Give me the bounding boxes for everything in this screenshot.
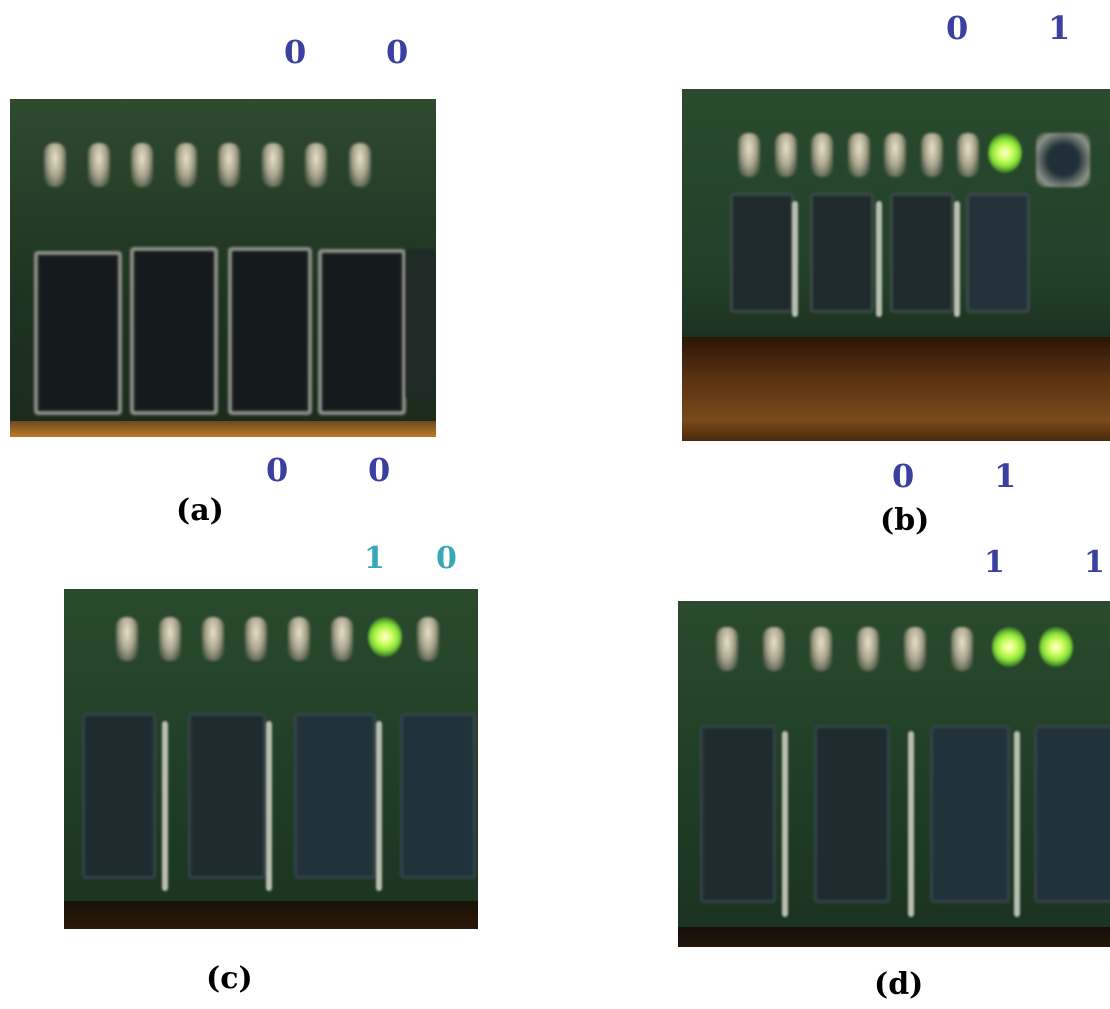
push-button-b — [1036, 133, 1090, 187]
rail-b-1 — [792, 201, 798, 317]
led-off — [857, 627, 879, 671]
led-off — [957, 133, 979, 177]
led-off — [774, 133, 797, 177]
led-off — [884, 133, 906, 177]
bit-label-a-top-2: 0 — [386, 33, 409, 71]
led-lit — [992, 627, 1026, 667]
led-off — [810, 627, 832, 671]
led-off — [951, 627, 973, 671]
caption-c: (c) — [206, 961, 253, 996]
bit-label-b-top-1: 0 — [946, 9, 969, 47]
board-photo-b — [682, 89, 1110, 441]
wood-edge-a — [10, 421, 436, 437]
switch-c-3 — [294, 713, 376, 879]
bit-label-a-bottom-1: 0 — [266, 451, 289, 489]
switch-b-2 — [810, 193, 874, 313]
rail-d-2 — [908, 731, 914, 917]
bit-label-b-bottom-2: 1 — [994, 457, 1017, 495]
led-off — [904, 627, 926, 671]
wood-edge-c — [64, 901, 478, 929]
board-photo-c — [64, 589, 478, 929]
bit-label-b-top-2: 1 — [1048, 9, 1071, 47]
led-off — [202, 617, 224, 661]
switch-b-1 — [730, 193, 794, 313]
led-off — [348, 143, 371, 187]
switch-c-4 — [400, 713, 476, 879]
led-off — [245, 617, 267, 661]
led-off — [116, 617, 138, 661]
led-lit — [987, 133, 1022, 173]
led-off — [305, 143, 327, 187]
caption-d: (d) — [874, 967, 924, 1002]
rail-d-1 — [782, 731, 788, 917]
caption-a: (a) — [176, 493, 224, 528]
bit-label-c-top-1: 1 — [364, 541, 385, 576]
switch-a-1 — [34, 251, 122, 415]
switch-c-2 — [188, 713, 266, 879]
board-photo-a — [10, 99, 436, 437]
led-off — [716, 627, 738, 671]
led-off — [811, 133, 833, 177]
board-photo-d — [678, 601, 1110, 947]
led-off — [131, 143, 153, 187]
led-off — [174, 143, 197, 187]
rail-d-3 — [1014, 731, 1020, 917]
led-off — [763, 627, 785, 671]
rail-b-2 — [876, 201, 882, 317]
switch-b-3 — [890, 193, 954, 313]
bit-label-a-bottom-2: 0 — [368, 451, 391, 489]
wood-edge-d — [678, 927, 1110, 947]
switch-d-3 — [930, 725, 1010, 903]
led-lit — [368, 617, 402, 657]
led-off — [847, 133, 870, 177]
bit-label-c-top-2: 0 — [436, 541, 457, 576]
switch-a-3 — [228, 247, 312, 415]
wood-table-b — [682, 337, 1110, 441]
led-off — [44, 143, 66, 187]
led-off — [159, 617, 181, 661]
led-off — [738, 133, 760, 177]
bit-label-d-top-1: 1 — [984, 545, 1005, 580]
switch-a-4 — [318, 249, 406, 415]
switch-d-1 — [700, 725, 776, 903]
caption-b: (b) — [880, 503, 930, 538]
rail-c-3 — [376, 721, 382, 891]
switch-d-4 — [1034, 725, 1110, 903]
bit-label-a-top-1: 0 — [284, 33, 307, 71]
bit-label-d-top-2: 1 — [1084, 545, 1105, 580]
led-off — [87, 143, 110, 187]
led-off — [417, 617, 439, 661]
rail-c-1 — [162, 721, 168, 891]
switch-c-1 — [82, 713, 156, 879]
switch-b-4 — [966, 193, 1030, 313]
led-off — [288, 617, 310, 661]
switch-a-2 — [130, 247, 218, 415]
switch-d-2 — [814, 725, 890, 903]
led-lit — [1039, 627, 1073, 667]
side-connector-a — [406, 249, 436, 399]
bit-label-b-bottom-1: 0 — [892, 457, 915, 495]
rail-c-2 — [266, 721, 272, 891]
led-off — [920, 133, 943, 177]
rail-b-3 — [954, 201, 960, 317]
led-off — [331, 617, 353, 661]
led-off — [261, 143, 284, 187]
led-off — [218, 143, 240, 187]
